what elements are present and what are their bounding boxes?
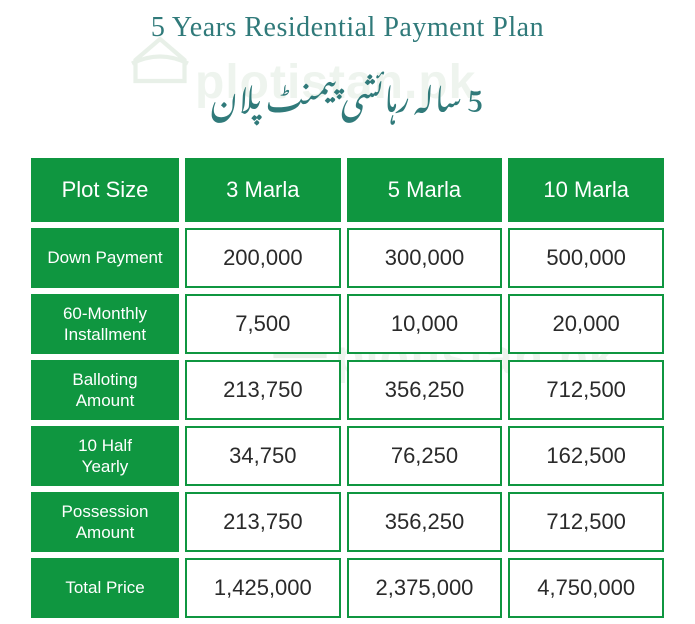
data-cell: 213,750 (185, 360, 341, 420)
table-row: Down Payment200,000300,000500,000 (31, 228, 664, 288)
data-cell: 712,500 (508, 360, 664, 420)
data-cell: 10,000 (347, 294, 503, 354)
data-cell: 356,250 (347, 492, 503, 552)
table-header-row: Plot Size 3 Marla 5 Marla 10 Marla (31, 158, 664, 222)
data-cell: 2,375,000 (347, 558, 503, 618)
data-cell: 20,000 (508, 294, 664, 354)
row-label: Total Price (31, 558, 179, 618)
col-header-5marla: 5 Marla (347, 158, 503, 222)
header: 5 Years Residential Payment Plan 5 سالہ … (0, 0, 695, 132)
row-label: 10 HalfYearly (31, 426, 179, 486)
data-cell: 76,250 (347, 426, 503, 486)
row-label: Down Payment (31, 228, 179, 288)
row-label: BallotingAmount (31, 360, 179, 420)
data-cell: 300,000 (347, 228, 503, 288)
col-header-plotsize: Plot Size (31, 158, 179, 222)
data-cell: 1,425,000 (185, 558, 341, 618)
row-label: 60-MonthlyInstallment (31, 294, 179, 354)
data-cell: 500,000 (508, 228, 664, 288)
data-cell: 4,750,000 (508, 558, 664, 618)
col-header-10marla: 10 Marla (508, 158, 664, 222)
table-row: 60-MonthlyInstallment7,50010,00020,000 (31, 294, 664, 354)
data-cell: 712,500 (508, 492, 664, 552)
table-row: BallotingAmount213,750356,250712,500 (31, 360, 664, 420)
data-cell: 7,500 (185, 294, 341, 354)
col-header-3marla: 3 Marla (185, 158, 341, 222)
data-cell: 356,250 (347, 360, 503, 420)
payment-plan-table: Plot Size 3 Marla 5 Marla 10 Marla Down … (25, 152, 670, 624)
data-cell: 34,750 (185, 426, 341, 486)
title-english: 5 Years Residential Payment Plan (0, 12, 695, 44)
table-row: Total Price1,425,0002,375,0004,750,000 (31, 558, 664, 618)
data-cell: 200,000 (185, 228, 341, 288)
data-cell: 162,500 (508, 426, 664, 486)
title-urdu: 5 سالہ رہائشی پیمنٹ پلان (0, 52, 695, 132)
payment-table-container: Plot Size 3 Marla 5 Marla 10 Marla Down … (0, 132, 695, 624)
table-row: 10 HalfYearly34,75076,250162,500 (31, 426, 664, 486)
table-row: PossessionAmount213,750356,250712,500 (31, 492, 664, 552)
row-label: PossessionAmount (31, 492, 179, 552)
data-cell: 213,750 (185, 492, 341, 552)
